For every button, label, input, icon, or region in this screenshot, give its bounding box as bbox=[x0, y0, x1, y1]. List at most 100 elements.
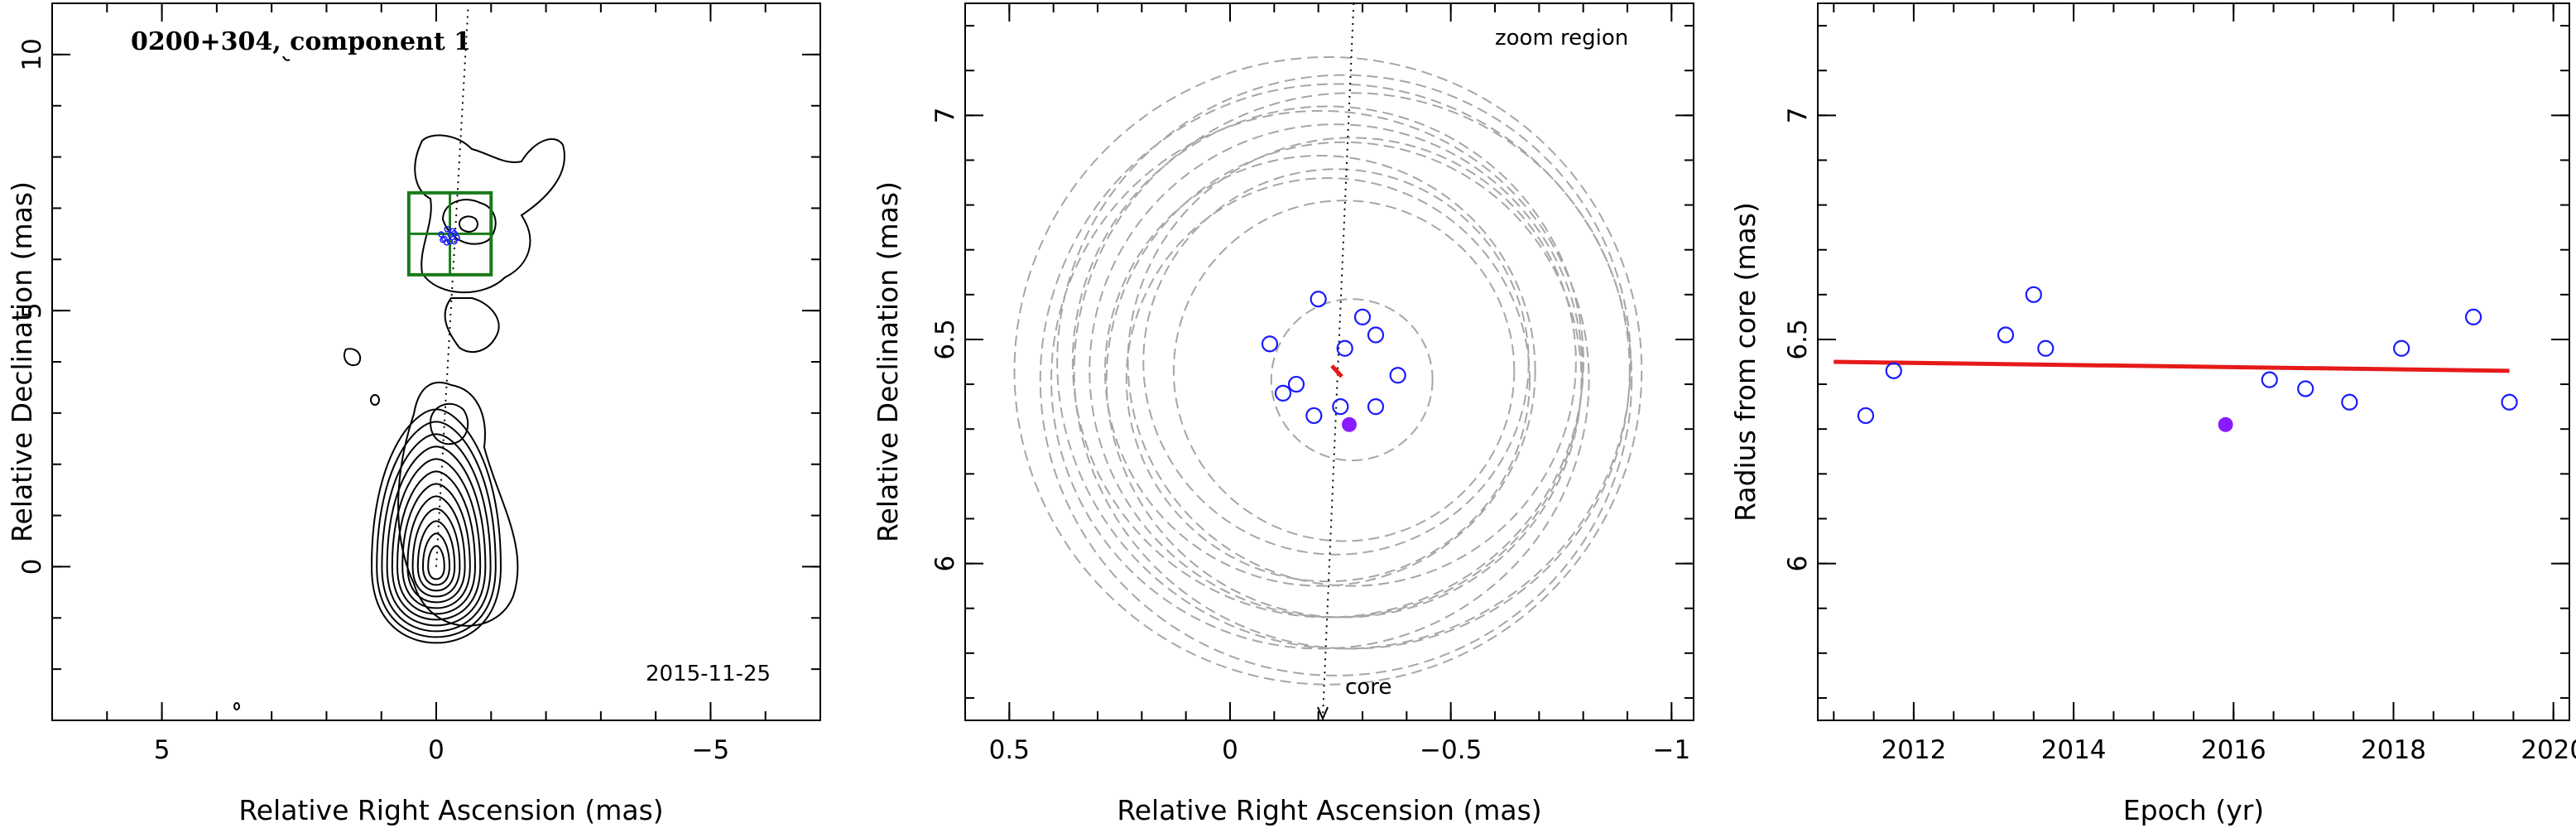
core-contour bbox=[416, 520, 456, 592]
radius-marker-filled bbox=[2218, 416, 2233, 432]
position-marker bbox=[1310, 291, 1327, 308]
right-xtick-label: 2014 bbox=[2041, 735, 2107, 765]
left-y-axis-label: Relative Declination (mas) bbox=[6, 181, 38, 542]
right-xtick-label: 2020 bbox=[2521, 735, 2576, 765]
uncertainty-circle bbox=[1142, 168, 1530, 556]
core-contour bbox=[406, 495, 466, 604]
core-direction-line bbox=[435, 6, 469, 567]
panel-left-contour-map: 5 0 −5 0 5 10 0200+304, component 1 2015-11-2… bbox=[6, 2, 821, 826]
radius-marker bbox=[2037, 339, 2055, 357]
left-epoch-label: 2015-11-25 bbox=[646, 662, 771, 686]
right-ytick-label: 6.5 bbox=[1783, 319, 1813, 359]
jet-inner-contour bbox=[458, 215, 478, 233]
small-contour-blob bbox=[343, 348, 362, 367]
right-ticks: 2012 2014 2016 2018 2020 6 6.5 7 bbox=[1783, 3, 2576, 765]
left-xtick-label: 0 bbox=[428, 735, 445, 765]
radius-marker bbox=[1997, 326, 2015, 344]
middle-xtick-label: 0.5 bbox=[989, 735, 1030, 765]
core-contour bbox=[421, 532, 451, 586]
position-marker bbox=[1336, 339, 1353, 357]
core-outer-contour bbox=[397, 381, 519, 627]
middle-x-axis-label: Relative Right Ascension (mas) bbox=[1117, 794, 1541, 826]
radius-marker bbox=[2464, 308, 2482, 325]
radius-marker bbox=[2341, 393, 2358, 411]
uncertainty-circle bbox=[1127, 137, 1577, 587]
middle-y-axis-label: Relative Declination (mas) bbox=[872, 181, 904, 542]
middle-xtick-label: −0.5 bbox=[1420, 735, 1482, 765]
right-radius-points bbox=[1833, 286, 2518, 432]
core-contour bbox=[386, 445, 487, 627]
uncertainty-circle bbox=[1104, 155, 1536, 587]
core-direction-arrow bbox=[1317, 706, 1329, 721]
left-ytick-label: 10 bbox=[17, 38, 47, 70]
position-marker-filled bbox=[1342, 416, 1357, 432]
right-xtick-label: 2018 bbox=[2361, 735, 2426, 765]
uncertainty-circle bbox=[1125, 177, 1531, 583]
core-contour bbox=[391, 458, 482, 621]
core-inner-knot bbox=[429, 402, 469, 445]
left-component-marker bbox=[454, 234, 460, 242]
small-contour-tick bbox=[282, 55, 291, 61]
left-ytick-label: 5 bbox=[17, 302, 47, 319]
core-contour bbox=[427, 545, 445, 580]
position-marker bbox=[1274, 384, 1292, 402]
position-marker bbox=[1305, 407, 1323, 425]
position-marker bbox=[1367, 326, 1385, 344]
uncertainty-circle bbox=[1073, 92, 1631, 650]
middle-ytick-label: 7 bbox=[930, 107, 960, 123]
left-ytick-label: 0 bbox=[17, 559, 47, 575]
position-marker bbox=[1287, 375, 1305, 393]
uncertainty-circle bbox=[1039, 83, 1633, 676]
core-direction-line bbox=[1322, 2, 1355, 718]
right-xtick-label: 2012 bbox=[1881, 735, 1946, 765]
right-ytick-label: 6 bbox=[1783, 556, 1813, 572]
left-ticks: 5 0 −5 0 5 10 bbox=[17, 2, 821, 765]
core-contour bbox=[411, 508, 461, 598]
middle-uncertainty-circles bbox=[1013, 55, 1643, 686]
uncertainty-circle bbox=[1089, 123, 1584, 619]
panel-right-radius-vs-epoch: 2012 2014 2016 2018 2020 6 6.5 7 Epoch (yr) Rad… bbox=[1729, 2, 2576, 826]
left-title: 0200+304, component 1 bbox=[131, 27, 471, 56]
middle-xtick-label: 0 bbox=[1222, 735, 1238, 765]
right-y-axis-label: Radius from core (mas) bbox=[1729, 202, 1761, 522]
position-marker bbox=[1389, 367, 1406, 384]
uncertainty-circle bbox=[1105, 141, 1583, 619]
uncertainty-circle bbox=[1270, 298, 1434, 462]
core-contour bbox=[396, 470, 477, 615]
left-contour-map bbox=[233, 6, 565, 710]
radius-marker bbox=[2261, 371, 2278, 388]
jet-lower-contour bbox=[444, 297, 500, 353]
core-contour bbox=[370, 408, 502, 644]
left-component-marker bbox=[438, 231, 445, 238]
radius-marker bbox=[2297, 380, 2314, 397]
left-component-marker bbox=[451, 229, 458, 237]
middle-zoom-region-label: zoom region bbox=[1495, 26, 1628, 51]
left-component-marker bbox=[443, 239, 450, 246]
panel-middle-zoom: 0.5 0 −0.5 −1 6 6.5 7 zoom region core Relativ… bbox=[872, 2, 1694, 826]
mean-position-marker bbox=[1330, 364, 1343, 378]
radius-marker bbox=[1885, 362, 1902, 379]
middle-plot-frame bbox=[964, 2, 1694, 721]
core-contour bbox=[376, 421, 497, 638]
middle-positions bbox=[1261, 2, 1406, 721]
radius-marker bbox=[2025, 286, 2042, 303]
left-x-axis-label: Relative Right Ascension (mas) bbox=[238, 794, 663, 826]
right-x-axis-label: Epoch (yr) bbox=[2123, 794, 2264, 826]
small-contour-beam bbox=[233, 702, 240, 710]
jet-outer-contour bbox=[414, 134, 565, 294]
middle-xtick-label: −1 bbox=[1652, 735, 1690, 765]
position-marker bbox=[1353, 308, 1372, 325]
fit-line bbox=[1833, 359, 2510, 373]
left-xtick-label: 5 bbox=[154, 735, 171, 765]
jet-mid-contour bbox=[441, 199, 497, 245]
left-component-marker bbox=[444, 226, 451, 233]
position-marker bbox=[1367, 398, 1385, 416]
radius-marker bbox=[2393, 339, 2410, 357]
middle-ytick-label: 6.5 bbox=[930, 319, 960, 359]
left-plot-frame bbox=[51, 2, 821, 721]
middle-core-label: core bbox=[1345, 675, 1391, 700]
position-marker bbox=[1332, 398, 1349, 416]
uncertainty-circle bbox=[1172, 200, 1516, 542]
left-xtick-label: −5 bbox=[692, 735, 730, 765]
